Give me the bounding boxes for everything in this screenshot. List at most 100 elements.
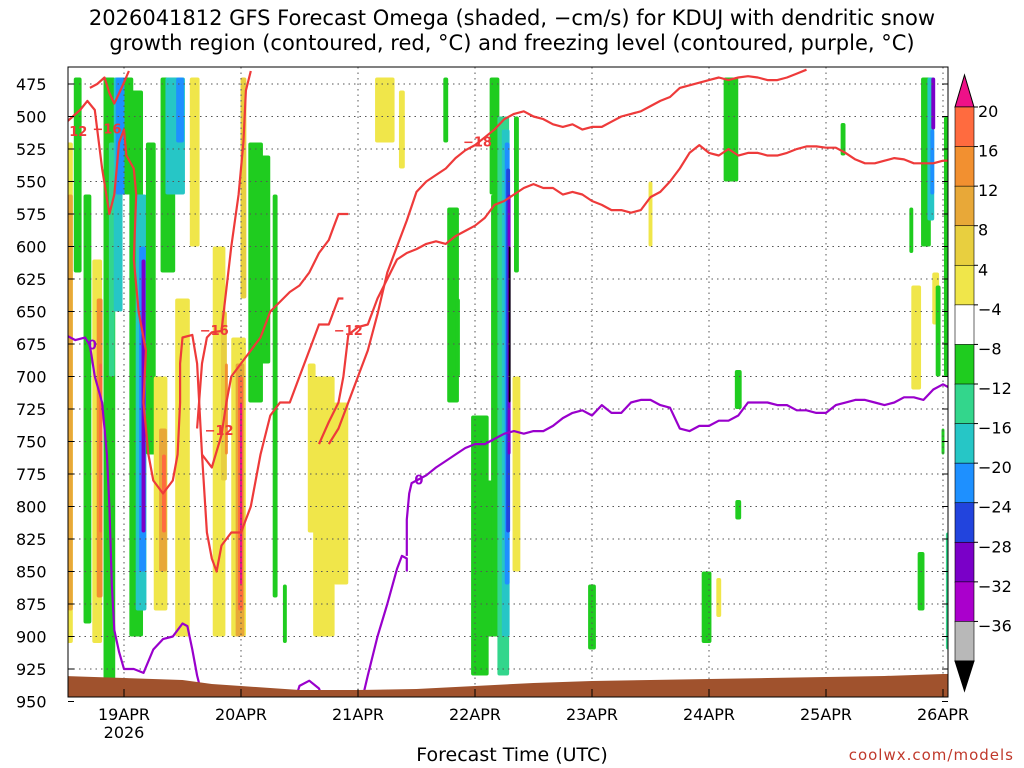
colorbar-swatch <box>954 146 975 187</box>
omega-patch <box>935 285 941 377</box>
colorbar-bottom-arrow <box>954 660 975 693</box>
y-tick-label: 875 <box>16 595 47 614</box>
colorbar-label: −16 <box>978 419 1012 438</box>
colorbar-swatch <box>954 502 975 544</box>
colorbar-label: −24 <box>978 498 1012 517</box>
omega-patch <box>947 273 948 376</box>
colorbar-label: −8 <box>978 339 1002 358</box>
omega-patch <box>701 571 712 643</box>
y-tick-label: 675 <box>16 335 47 354</box>
x-tick-label: 20APR <box>215 705 267 724</box>
omega-patch <box>945 532 948 650</box>
colorbar-label: −4 <box>978 300 1002 319</box>
omega-patch <box>83 194 92 624</box>
x-tick-label: 21APR <box>332 705 384 724</box>
colorbar-swatch <box>954 185 975 227</box>
colorbar-swatch <box>954 462 975 504</box>
dgz-contour-label: −12 <box>205 424 234 439</box>
omega-patch <box>73 77 82 273</box>
plot-frame <box>67 66 949 698</box>
x-tick-label: 24APR <box>683 705 735 724</box>
omega-patch <box>911 285 922 390</box>
y-tick-label: 900 <box>16 628 47 647</box>
terrain-band <box>68 674 948 697</box>
colorbar-label: −12 <box>978 379 1012 398</box>
y-tick-label: 575 <box>16 205 47 224</box>
y-tick-label: 925 <box>16 660 47 679</box>
dgz-contour-label: −16 <box>200 324 229 339</box>
freezing-contour <box>361 554 408 697</box>
x-tick-label: 26APR <box>917 705 969 724</box>
dgz-contour <box>317 144 948 445</box>
colorbar-swatch <box>954 264 975 306</box>
omega-patch <box>931 77 936 130</box>
colorbar-swatch <box>954 383 975 425</box>
y-tick-label: 550 <box>16 173 47 192</box>
omega-patch <box>99 363 103 533</box>
colorbar-swatch <box>954 304 975 346</box>
y-tick-label: 800 <box>16 498 47 517</box>
colorbar-swatch <box>954 106 975 148</box>
colorbar-swatch <box>954 621 975 662</box>
omega-patch <box>375 77 395 143</box>
y-tick-label: 700 <box>16 368 47 387</box>
colorbar-label: −20 <box>978 458 1012 477</box>
x-axis-title: Forecast Time (UTC) <box>416 744 608 766</box>
x-tick-label: 25APR <box>800 705 852 724</box>
omega-patch <box>189 77 200 247</box>
colorbar-top-arrow <box>954 73 975 108</box>
colorbar-swatch <box>954 581 975 623</box>
omega-patch <box>840 123 846 156</box>
freezing-contour-label: 0 <box>414 474 423 489</box>
colorbar-label: −36 <box>978 616 1012 635</box>
y-tick-label: 775 <box>16 465 47 484</box>
freezing-contour <box>294 679 324 697</box>
colorbar-swatch <box>954 541 975 583</box>
y-tick-label: 600 <box>16 238 47 257</box>
colorbar-swatch <box>954 225 975 267</box>
y-tick-label: 750 <box>16 433 47 452</box>
y-tick-label: 625 <box>16 270 47 289</box>
omega-patch <box>398 90 405 169</box>
colorbar-label: 12 <box>978 181 998 200</box>
y-tick-label: 825 <box>16 530 47 549</box>
y-tick-label: 650 <box>16 303 47 322</box>
dgz-contour <box>201 212 349 469</box>
omega-patch <box>175 298 190 637</box>
credit-label: coolwx.com/models <box>848 746 1014 764</box>
dgz-contour-label: −18 <box>463 136 492 151</box>
omega-patch <box>735 500 742 520</box>
dgz-contour <box>196 70 252 429</box>
y-tick-label: 525 <box>16 140 47 159</box>
colorbar-label: −32 <box>978 577 1012 596</box>
y-tick-label: 500 <box>16 108 47 127</box>
colorbar-label: 4 <box>978 260 988 279</box>
omega-patch <box>68 194 73 611</box>
dgz-contour-label: −16 <box>92 123 121 138</box>
dgz-contour <box>89 70 130 105</box>
dgz-contour <box>327 68 807 445</box>
omega-patch <box>716 578 722 617</box>
freezing-contour <box>405 383 948 556</box>
omega-patch <box>917 552 925 611</box>
omega-patch <box>489 77 500 195</box>
chart-title: 2026041812 GFS Forecast Omega (shaded, −… <box>88 6 936 30</box>
omega-patch <box>282 584 287 643</box>
y-tick-label: 850 <box>16 563 47 582</box>
colorbar-label: 8 <box>978 221 988 240</box>
x-tick-label: 22APR <box>449 705 501 724</box>
omega-patch <box>734 370 742 409</box>
dgz-contour-label: −12 <box>58 125 87 140</box>
dgz-contour <box>68 99 344 573</box>
colorbar-label: 20 <box>978 102 998 121</box>
omega-patch <box>260 155 271 364</box>
omega-patch <box>508 246 511 403</box>
colorbar-label: −28 <box>978 537 1012 556</box>
x-tick-sublabel: 2026 <box>104 723 145 742</box>
omega-patch <box>333 402 349 585</box>
omega-patch <box>723 77 739 182</box>
y-tick-label: 475 <box>16 75 47 94</box>
freezing-contour <box>68 334 206 697</box>
y-tick-label: 950 <box>16 693 47 712</box>
